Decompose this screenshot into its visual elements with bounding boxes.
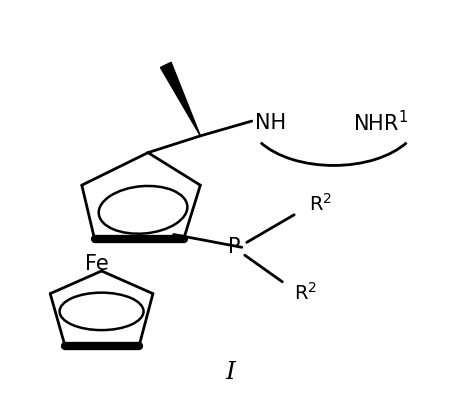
Text: R: R xyxy=(294,284,308,303)
Text: 2: 2 xyxy=(323,192,332,206)
Polygon shape xyxy=(161,62,200,136)
Text: Fe: Fe xyxy=(85,254,108,274)
Text: P: P xyxy=(228,237,240,257)
Text: 2: 2 xyxy=(308,281,317,295)
Text: NHR$^{1}$: NHR$^{1}$ xyxy=(354,110,409,136)
Text: I: I xyxy=(225,361,235,384)
Text: NH: NH xyxy=(255,113,286,133)
Text: R: R xyxy=(309,195,323,214)
